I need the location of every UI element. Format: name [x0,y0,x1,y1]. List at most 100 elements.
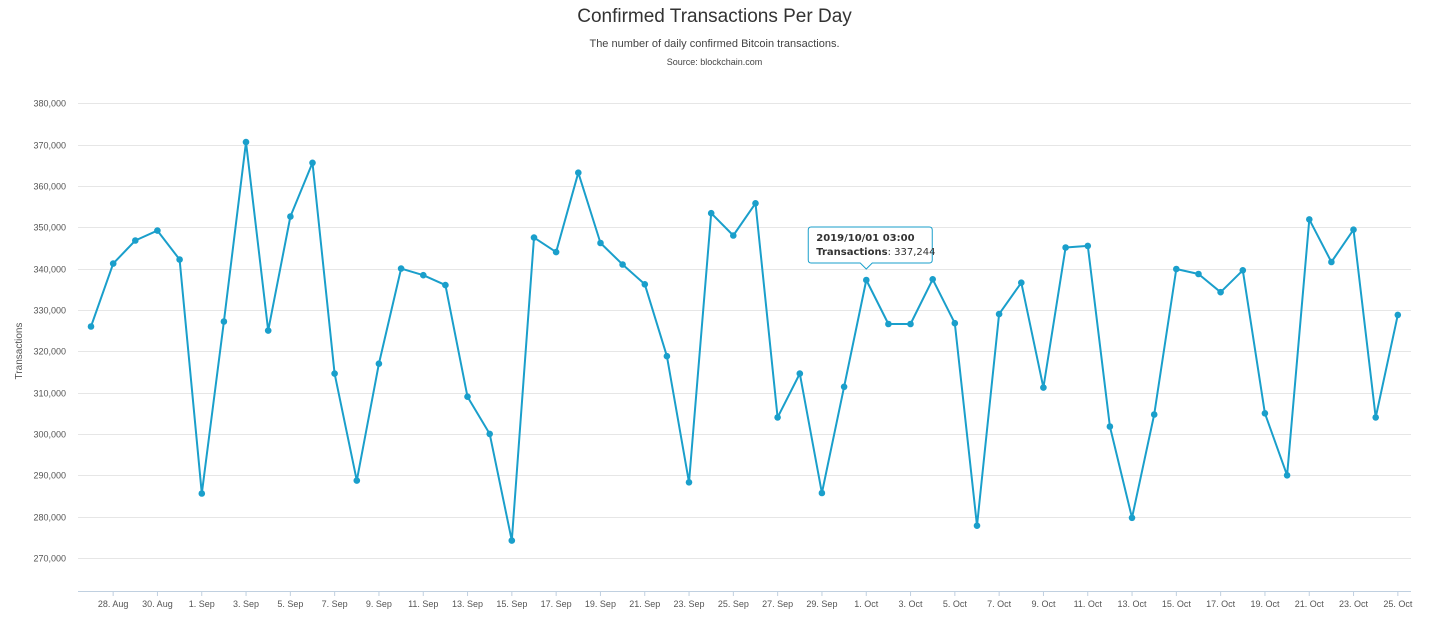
data-point[interactable] [1306,216,1313,223]
x-tick-label: 25. Sep [718,599,749,609]
y-tick-label: 340,000 [33,265,66,275]
x-tick-label: 1. Sep [189,599,215,609]
data-point[interactable] [951,319,959,327]
data-point[interactable] [663,352,671,360]
x-tick-label: 23. Oct [1339,599,1369,609]
data-point[interactable] [309,159,316,167]
x-tick-label: 30. Aug [142,599,173,609]
x-tick-label: 29. Sep [806,599,837,609]
data-point[interactable] [1195,270,1202,278]
data-point[interactable] [397,265,405,272]
data-point[interactable] [707,209,715,217]
tooltip: 2019/10/01 03:00 Transactions: 337,244 [807,226,935,270]
x-tick-label: 23. Sep [674,599,705,609]
data-point[interactable] [685,479,693,486]
x-tick-label: 7. Oct [987,599,1012,609]
data-point[interactable] [1217,288,1224,296]
x-tick-label: 11. Oct [1074,599,1103,609]
x-tick-label: 19. Oct [1250,599,1280,609]
data-point[interactable] [1040,384,1047,391]
data-point[interactable] [420,271,427,279]
y-tick-label: 380,000 [33,99,66,109]
y-tick-label: 270,000 [33,554,66,564]
data-point[interactable] [198,490,206,497]
x-tick-label: 21. Oct [1295,599,1325,609]
y-axis-title: Transactions [14,323,25,380]
series-line [90,141,1399,542]
data-point[interactable] [995,310,1003,318]
axes: 270,000 280,000 290,000 300,000 310,000 320,0… [33,99,1412,610]
data-point[interactable] [353,477,361,484]
data-point[interactable] [840,383,848,391]
data-point[interactable] [552,248,560,256]
y-tick-label: 320,000 [33,347,66,357]
data-point[interactable] [287,213,294,220]
x-tick-label: 25. Oct [1383,599,1413,609]
data-point[interactable] [1128,514,1136,522]
data-point[interactable] [264,327,272,334]
data-point[interactable] [619,261,626,268]
data-point[interactable] [375,360,383,368]
data-point[interactable] [796,370,804,377]
data-point[interactable] [575,169,582,176]
chart-title: Confirmed Transactions Per Day [577,6,852,27]
data-point[interactable] [530,234,538,241]
data-point[interactable] [907,320,914,328]
data-point[interactable] [863,276,870,284]
y-tick-label: 370,000 [33,141,66,151]
x-tick-label: 5. Sep [277,599,303,609]
x-tick-label: 3. Oct [899,599,924,609]
data-point[interactable] [641,281,649,288]
y-tick-label: 310,000 [33,389,66,399]
data-point[interactable] [973,522,981,529]
x-tick-label: 11. Sep [408,599,438,609]
data-point[interactable] [1283,472,1291,479]
data-point[interactable] [109,260,117,267]
data-point[interactable] [1018,279,1025,287]
x-tick-label: 17. Sep [541,599,572,609]
data-point[interactable] [1372,414,1379,421]
data-point[interactable] [87,323,95,330]
data-point[interactable] [1173,265,1180,273]
data-point[interactable] [442,281,449,289]
data-point[interactable] [1150,411,1158,418]
y-tick-label: 290,000 [33,471,66,481]
data-point[interactable] [1062,244,1069,251]
x-tick-label: 27. Sep [762,599,793,609]
data-point[interactable] [1106,423,1114,430]
data-point[interactable] [1239,267,1247,274]
x-tick-label: 17. Oct [1206,599,1236,609]
chart-subtitle: The number of daily confirmed Bitcoin tr… [589,38,840,50]
x-tick-label: 15. Oct [1162,599,1192,609]
data-point[interactable] [1328,258,1335,266]
data-point[interactable] [730,232,737,239]
data-point[interactable] [1394,311,1402,319]
x-tick-label: 15. Sep [496,599,527,609]
y-tick-label: 330,000 [33,306,66,316]
data-point[interactable] [1261,410,1269,417]
x-tick-label: 7. Sep [322,599,348,609]
data-point[interactable] [464,393,471,401]
y-tick-label: 360,000 [33,182,66,192]
tooltip-value: 337,244 [894,247,935,258]
data-point[interactable] [176,256,183,263]
data-point[interactable] [1084,242,1092,250]
tooltip-separator: : [888,247,895,258]
data-point[interactable] [885,320,892,328]
data-point[interactable] [508,537,516,544]
data-point[interactable] [774,414,781,421]
x-tick-label: 13. Sep [452,599,483,609]
data-point[interactable] [331,370,338,377]
data-point[interactable] [132,237,139,244]
data-point[interactable] [597,239,604,247]
data-point[interactable] [242,138,250,146]
data-point[interactable] [1350,226,1357,233]
data-point[interactable] [486,430,494,438]
data-point[interactable] [929,276,936,283]
data-point[interactable] [154,227,161,234]
tooltip-box [807,226,933,270]
data-point[interactable] [752,200,759,207]
data-point[interactable] [818,489,826,497]
data-point[interactable] [220,318,228,325]
